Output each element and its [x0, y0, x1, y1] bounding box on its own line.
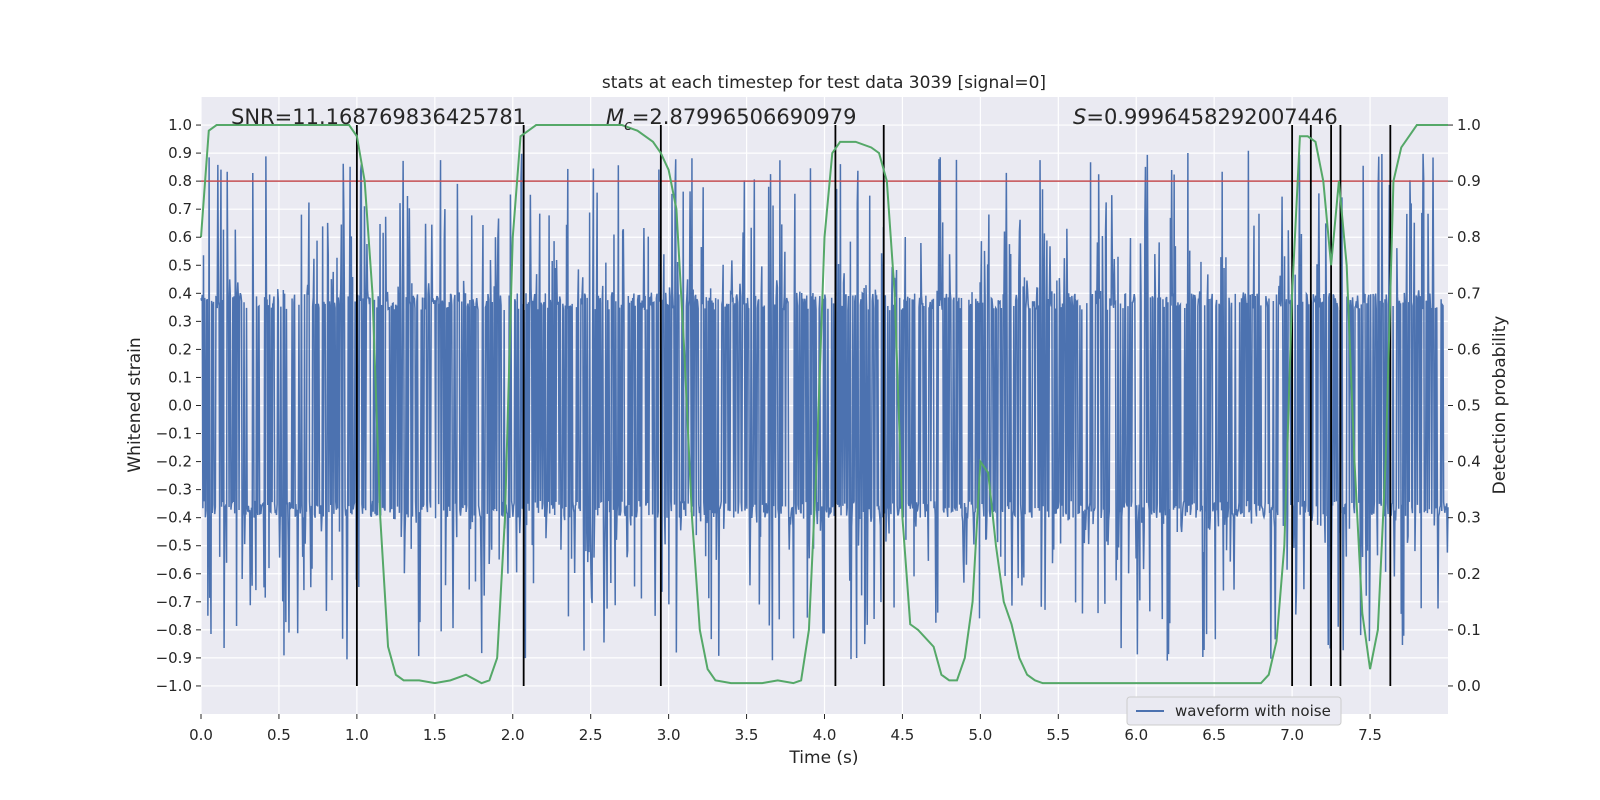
y-left-tick-label: 1.0 — [168, 116, 192, 134]
y-left-tick-label: 0.8 — [168, 172, 192, 190]
detection-probability-line — [200, 124, 1448, 685]
y-right-tick-label: 0.2 — [1457, 565, 1481, 583]
y-left-tick-label: 0.2 — [168, 340, 192, 358]
y-left-tick-label: 0.4 — [168, 284, 192, 302]
x-tick-label: 2.0 — [501, 726, 525, 744]
x-tick-label: 5.5 — [1046, 726, 1070, 744]
vertical-markers — [355, 125, 1392, 686]
chirp-mass-annotation: Mc=2.87996506690979 — [606, 105, 857, 134]
y-left-tick-label: 0.6 — [168, 228, 192, 246]
y-left-tick-label: −0.9 — [156, 649, 192, 667]
y-right-tick-label: 0.8 — [1457, 228, 1481, 246]
x-tick-label: 1.0 — [345, 726, 369, 744]
axes: 0.0 0.5 1.0 1.5 2.0 2.5 3.0 3.5 4.0 4.5 5.0 5.5 6.0 6… — [156, 116, 1481, 744]
snr-annotation: SNR=11.168769836425781 — [231, 105, 526, 129]
y-right-tick-label: 1.0 — [1457, 116, 1481, 134]
y-left-tick-label: −0.4 — [156, 509, 192, 527]
y-left-tick-label: −0.8 — [156, 621, 192, 639]
y-axis-right-label: Detection probability — [1490, 316, 1510, 495]
legend-entry-waveform: waveform with noise — [1175, 702, 1331, 720]
x-tick-label: 0.5 — [267, 726, 291, 744]
y-right-tick-label: 0.5 — [1457, 397, 1481, 415]
y-axis-left-label: Whitened strain — [125, 337, 145, 472]
y-right-tick-label: 0.6 — [1457, 340, 1481, 358]
y-left-tick-label: 0.5 — [168, 256, 192, 274]
y-right-tick-label: 0.4 — [1457, 453, 1481, 471]
x-tick-label: 6.5 — [1202, 726, 1226, 744]
y-left-tick-label: 0.9 — [168, 144, 192, 162]
y-left-tick-label: −0.6 — [156, 565, 192, 583]
y-left-tick-label: −0.2 — [156, 453, 192, 471]
chirp-mass-subscript: c — [624, 118, 632, 134]
sensitivity-annotation: S=0.9996458292007446 — [1073, 105, 1338, 129]
x-tick-label: 2.5 — [579, 726, 603, 744]
chirp-mass-value: =2.87996506690979 — [632, 105, 857, 129]
x-tick-label: 1.5 — [423, 726, 447, 744]
x-tick-label: 4.5 — [891, 726, 915, 744]
legend: waveform with noise — [1126, 696, 1342, 726]
y-left-tick-label: 0.7 — [168, 200, 192, 218]
y-right-tick-label: 0.9 — [1457, 172, 1481, 190]
y-right-tick-label: 0.0 — [1457, 677, 1481, 695]
y-left-tick-label: −0.1 — [156, 425, 192, 443]
y-left-tick-label: −0.5 — [156, 537, 192, 555]
sensitivity-symbol: S — [1073, 105, 1086, 129]
chirp-mass-symbol: M — [606, 105, 624, 129]
x-axis-label: Time (s) — [788, 748, 858, 768]
x-tick-label: 4.0 — [813, 726, 837, 744]
x-tick-label: 3.0 — [657, 726, 681, 744]
x-tick-label: 7.5 — [1358, 726, 1382, 744]
y-left-tick-label: −1.0 — [156, 677, 192, 695]
x-tick-label: 3.5 — [735, 726, 759, 744]
chart-title: stats at each timestep for test data 303… — [602, 73, 1046, 93]
x-tick-label: 6.0 — [1124, 726, 1148, 744]
y-left-tick-label: 0.0 — [168, 397, 192, 415]
y-right-tick-label: 0.3 — [1457, 509, 1481, 527]
x-tick-label: 7.0 — [1280, 726, 1304, 744]
y-left-tick-label: 0.3 — [168, 312, 192, 330]
probability-series — [200, 124, 1448, 685]
y-right-tick-label: 0.7 — [1457, 284, 1481, 302]
y-left-tick-label: −0.7 — [156, 593, 192, 611]
y-left-tick-label: −0.3 — [156, 481, 192, 499]
waveform-line — [200, 150, 1449, 661]
sensitivity-value: =0.9996458292007446 — [1086, 105, 1337, 129]
waveform-series — [200, 150, 1449, 661]
x-tick-label: 0.0 — [189, 726, 213, 744]
x-tick-label: 5.0 — [968, 726, 992, 744]
y-left-tick-label: 0.1 — [168, 368, 192, 386]
legend-box — [1126, 696, 1342, 726]
y-right-tick-label: 0.1 — [1457, 621, 1481, 639]
